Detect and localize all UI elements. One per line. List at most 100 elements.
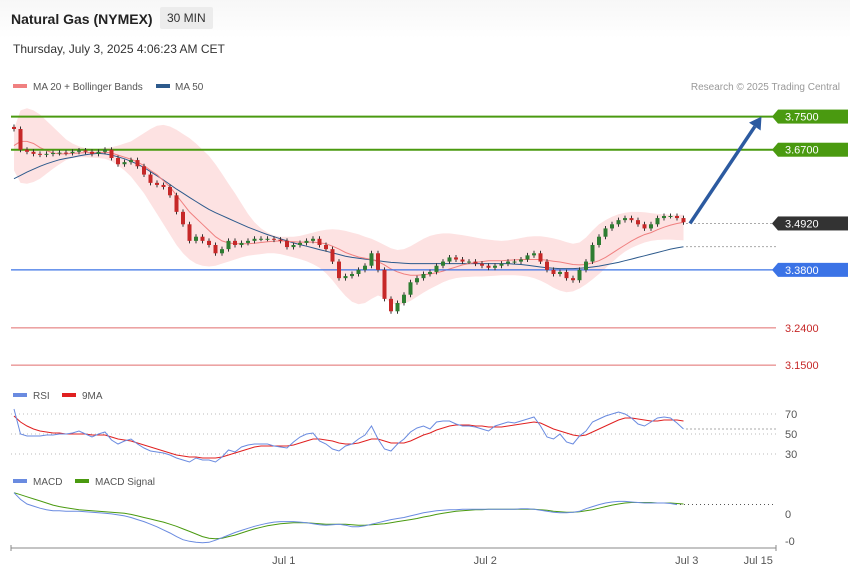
- projection-arrow-head: [749, 116, 762, 131]
- resistance-label: 3.6700: [785, 145, 819, 157]
- timeframe-badge[interactable]: 30 MIN: [160, 7, 213, 29]
- candle-body: [265, 238, 270, 240]
- legend-macd-swatch: [13, 479, 27, 483]
- candle-body: [668, 216, 673, 217]
- candle-body: [382, 269, 387, 299]
- candle-body: [577, 269, 582, 281]
- candle-body: [545, 261, 549, 270]
- candle-body: [298, 242, 302, 245]
- candle-body: [122, 162, 127, 165]
- candle-body: [389, 298, 393, 312]
- macd-tick-label: 0: [785, 509, 791, 521]
- ma50-line: [13, 152, 684, 270]
- instrument-title: Natural Gas (NYMEX): [11, 11, 153, 27]
- candle-body: [421, 274, 426, 279]
- candle-body: [64, 152, 68, 154]
- legend-ma20-label: MA 20 + Bollinger Bands: [33, 82, 143, 93]
- legend-rsi-swatch: [13, 393, 27, 397]
- candle-body: [142, 166, 146, 175]
- candle-body: [226, 240, 231, 250]
- candle-body: [467, 261, 471, 263]
- candle-body: [376, 253, 380, 270]
- candle-body: [220, 249, 224, 254]
- macd-tick-label: -0: [785, 536, 795, 548]
- rsi-tick-label: 30: [785, 449, 797, 461]
- time-tick-label: Jul 3: [675, 555, 698, 567]
- legend-ma50-label: MA 50: [175, 82, 204, 93]
- candle-body: [181, 211, 185, 225]
- candle-body: [675, 216, 679, 219]
- candle-body: [655, 218, 660, 225]
- price-panel: MA 20 + Bollinger Bands MA 50 Research © 2…: [11, 82, 848, 372]
- legend-ma50-swatch: [156, 84, 170, 88]
- candle-body: [148, 174, 153, 183]
- candle-body: [233, 240, 237, 245]
- resistance-tag: [778, 109, 848, 124]
- timestamp: Thursday, July 3, 2025 4:06:23 AM CET: [13, 42, 225, 56]
- candle-body: [402, 294, 406, 303]
- legend-macd-label: MACD: [33, 477, 62, 488]
- legend-rsi-label: RSI: [33, 391, 50, 402]
- legend-macd-signal-swatch: [75, 479, 89, 483]
- candle-body: [239, 242, 244, 245]
- candle-body: [57, 152, 62, 154]
- candle-body: [168, 187, 172, 196]
- candle-body: [109, 149, 114, 158]
- candle-body: [337, 261, 341, 279]
- candle-body: [499, 263, 504, 266]
- candle-body: [259, 238, 263, 240]
- candle-body: [408, 282, 413, 295]
- candle-body: [44, 153, 49, 155]
- candle-body: [460, 259, 465, 262]
- candle-body: [649, 224, 653, 229]
- candle-body: [155, 182, 159, 185]
- candle-body: [525, 255, 530, 260]
- candle-body: [343, 276, 348, 279]
- candle-body: [103, 149, 107, 152]
- candle-body: [434, 265, 439, 272]
- bollinger-band: [14, 108, 684, 306]
- candle-body: [285, 240, 289, 248]
- candle-body: [278, 239, 283, 241]
- candle-body: [246, 240, 250, 243]
- current-price-label: 3.4920: [785, 218, 819, 230]
- candle-body: [324, 245, 328, 250]
- candle-body: [441, 261, 445, 266]
- watermark: Research © 2025 Trading Central: [691, 82, 840, 93]
- candle-body: [135, 160, 140, 167]
- candle-body: [447, 257, 452, 262]
- candle-body: [473, 261, 478, 264]
- candle-body: [129, 160, 133, 163]
- resistance-label: 3.7500: [785, 112, 819, 124]
- legend-rsi-ma-swatch: [62, 393, 76, 397]
- rsi-ma-line: [13, 415, 684, 459]
- pivot-tag: [778, 262, 848, 277]
- candle-body: [38, 153, 42, 155]
- candle-body: [486, 265, 491, 268]
- time-tick-label: Jul 1: [272, 555, 295, 567]
- candle-body: [597, 236, 601, 245]
- macd-signal-line: [13, 492, 684, 540]
- candle-body: [161, 184, 166, 187]
- current-price-tag-arrow: [772, 216, 778, 231]
- rsi-tick-label: 50: [785, 429, 797, 441]
- candle-body: [603, 228, 608, 237]
- chart-header: [0, 0, 850, 38]
- resistance-tag: [778, 142, 848, 157]
- candle-body: [493, 265, 497, 268]
- candle-body: [317, 238, 322, 245]
- macd-panel: MACD MACD Signal 0 -0: [13, 477, 795, 548]
- candle-body: [291, 245, 296, 248]
- candle-body: [194, 236, 198, 241]
- candle-body: [454, 257, 458, 260]
- candle-body: [200, 236, 205, 241]
- candle-body: [70, 151, 75, 154]
- candle-body: [90, 151, 94, 154]
- candle-body: [304, 240, 309, 243]
- candle-body: [187, 224, 192, 241]
- candle-body: [363, 265, 367, 270]
- rsi-panel: RSI 9MA 70 50 30: [11, 391, 797, 463]
- candle-body: [272, 238, 276, 240]
